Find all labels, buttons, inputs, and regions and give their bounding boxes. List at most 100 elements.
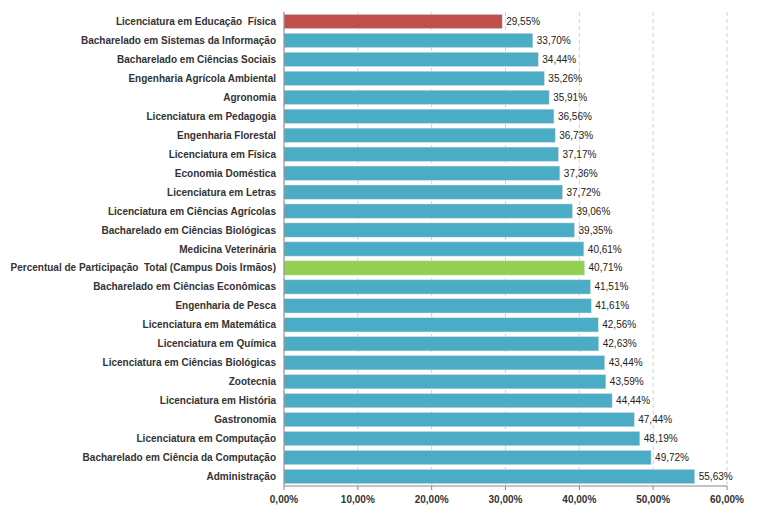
data-label: 49,72% <box>655 452 689 463</box>
bar <box>284 469 695 483</box>
bar <box>284 280 590 294</box>
data-label: 40,61% <box>588 244 622 255</box>
data-label: 35,26% <box>548 73 582 84</box>
category-label: Engenharia Agrícola Ambiental <box>128 73 276 84</box>
tick-label: 30,00% <box>489 494 523 505</box>
data-label: 36,56% <box>558 111 592 122</box>
data-label: 47,44% <box>638 414 672 425</box>
category-label: Zootecnia <box>229 376 277 387</box>
tick-mark <box>284 486 285 490</box>
x-axis-line <box>284 486 727 487</box>
tick-label: 40,00% <box>562 494 596 505</box>
category-label: Licenciatura em Ciências Biológicas <box>103 357 277 368</box>
tick-mark <box>579 486 580 490</box>
tick-label: 10,00% <box>341 494 375 505</box>
data-label: 39,06% <box>576 206 610 217</box>
background <box>0 0 769 516</box>
grid-line <box>727 12 728 486</box>
category-label: Bacharelado em Ciências Biológicas <box>101 225 276 236</box>
category-label: Licenciatura em Física <box>169 149 277 160</box>
bar <box>284 52 538 66</box>
category-label: Licenciatura em História <box>160 395 277 406</box>
tick-label: 20,00% <box>415 494 449 505</box>
category-label: Bacharelado em Ciências Sociais <box>117 54 276 65</box>
bar <box>284 413 634 427</box>
category-label: Medicina Veterinária <box>179 244 276 255</box>
bar <box>284 204 572 218</box>
bar <box>284 337 599 351</box>
data-labels: 55,63% 49,72% 48,19% 47,44% 44,44% 43,59% 43,4… <box>506 16 733 482</box>
category-label: Gastronomia <box>214 414 276 425</box>
bar <box>284 394 612 408</box>
tick-label: 0,00% <box>270 494 298 505</box>
data-label: 37,17% <box>562 149 596 160</box>
bar <box>284 14 502 28</box>
category-label: Bacharelado em Ciências Econômicas <box>93 281 276 292</box>
category-label: Licenciatura em Ciências Agrícolas <box>108 206 276 217</box>
data-label: 39,35% <box>579 225 613 236</box>
category-label: Agronomia <box>223 92 276 103</box>
category-label: Licenciatura em Educação Física <box>116 16 277 27</box>
bar <box>284 33 533 47</box>
data-label: 43,44% <box>609 357 643 368</box>
data-label: 35,91% <box>553 92 587 103</box>
bar <box>284 147 558 161</box>
category-label: Licenciatura em Química <box>158 338 277 349</box>
category-label: Bacharelado em Sistemas da Informação <box>81 35 276 46</box>
tick-mark <box>357 486 358 490</box>
category-labels: Administração Bacharelado em Ciência da C… <box>11 16 277 482</box>
bar <box>284 299 591 313</box>
y-axis-line <box>284 12 285 486</box>
data-label: 40,71% <box>589 262 623 273</box>
tick-mark <box>653 486 654 490</box>
category-label: Licenciatura em Letras <box>167 187 276 198</box>
bar <box>284 166 560 180</box>
bar <box>284 242 584 256</box>
category-label: Licenciatura em Pedagogia <box>147 111 277 122</box>
data-label: 48,19% <box>644 433 678 444</box>
tick-mark <box>431 486 432 490</box>
category-label: Bacharelado em Ciência da Computação <box>83 452 276 463</box>
category-label: Licenciatura em Matemática <box>143 319 277 330</box>
tick-mark <box>727 486 728 490</box>
category-label: Licenciatura em Computação <box>137 433 276 444</box>
data-label: 41,51% <box>594 281 628 292</box>
category-label: Percentual de Participação Total (Campus… <box>11 262 276 273</box>
category-label: Engenharia de Pesca <box>175 300 276 311</box>
bar <box>284 431 640 445</box>
bar <box>284 356 605 370</box>
data-label: 41,61% <box>595 300 629 311</box>
bar <box>284 261 585 275</box>
data-label: 37,36% <box>564 168 598 179</box>
data-label: 43,59% <box>610 376 644 387</box>
data-label: 42,56% <box>602 319 636 330</box>
data-label: 34,44% <box>542 54 576 65</box>
bar <box>284 109 554 123</box>
data-label: 37,72% <box>566 187 600 198</box>
category-label: Engenharia Florestal <box>177 130 276 141</box>
x-axis: 0,00% 10,00% 20,00% 30,00% 40,00% 50,00% 60,00… <box>270 486 744 505</box>
bar <box>284 185 562 199</box>
data-label: 42,63% <box>603 338 637 349</box>
tick-mark <box>505 486 506 490</box>
bar <box>284 128 555 142</box>
grid-line <box>284 12 285 486</box>
bar <box>284 375 606 389</box>
data-label: 33,70% <box>537 35 571 46</box>
bar <box>284 223 575 237</box>
tick-label: 60,00% <box>710 494 744 505</box>
data-label: 55,63% <box>699 471 733 482</box>
data-label: 29,55% <box>506 16 540 27</box>
data-label: 44,44% <box>616 395 650 406</box>
bars <box>284 14 695 483</box>
data-label: 36,73% <box>559 130 593 141</box>
grid <box>284 12 727 486</box>
bar <box>284 71 544 85</box>
tick-label: 50,00% <box>636 494 670 505</box>
category-label: Administração <box>207 471 276 482</box>
chart: Administração Bacharelado em Ciência da C… <box>0 0 769 516</box>
bar <box>284 90 549 104</box>
bar <box>284 450 651 464</box>
bar <box>284 318 598 332</box>
category-label: Economia Doméstica <box>175 168 277 179</box>
